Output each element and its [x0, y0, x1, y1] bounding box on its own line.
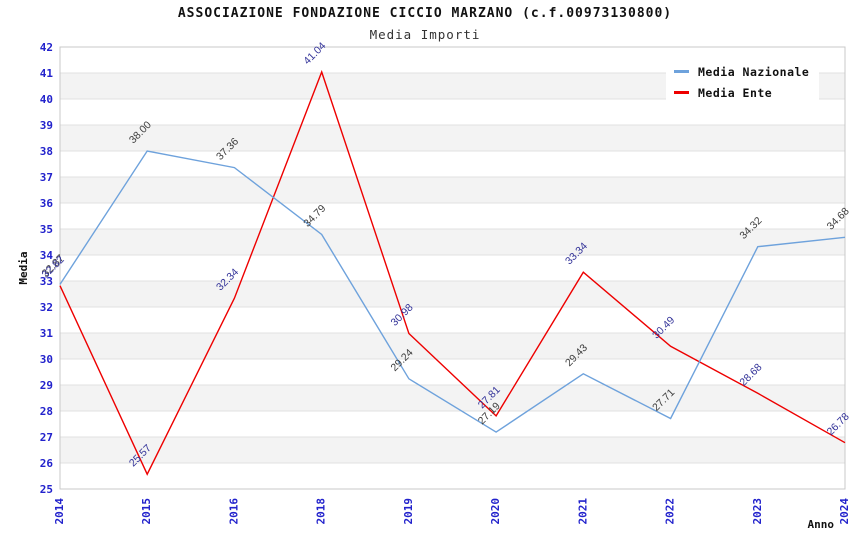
plot-band	[60, 229, 845, 255]
plot-band	[60, 151, 845, 177]
y-tick-label: 32	[40, 301, 53, 314]
y-tick-label: 39	[40, 119, 53, 132]
plot-band	[60, 385, 845, 411]
plot-border	[59, 46, 846, 490]
legend-swatch-icon	[674, 91, 689, 94]
plot-band	[60, 359, 845, 385]
legend-item-label: Media Nazionale	[698, 64, 810, 79]
y-tick-label: 41	[40, 67, 54, 80]
legend-swatch-icon	[674, 70, 689, 73]
y-axis-title: Media	[17, 251, 30, 284]
chart-title: ASSOCIAZIONE FONDAZIONE CICCIO MARZANO (…	[177, 6, 673, 21]
series-line-media-nazionale	[59, 150, 846, 433]
plot-band	[60, 333, 845, 359]
y-tick-label: 30	[40, 353, 53, 366]
y-tick-label: 29	[40, 379, 53, 392]
x-tick-label: 2021	[576, 498, 589, 525]
x-tick-label: 2024	[838, 498, 850, 525]
x-tick-label: 2015	[140, 498, 153, 525]
plot-band	[60, 437, 845, 463]
y-tick-label: 31	[40, 327, 54, 340]
y-tick-label: 33	[40, 275, 53, 288]
x-axis-title: Anno	[808, 518, 835, 531]
x-tick-label: 2018	[315, 498, 328, 525]
chart-subtitle: Media Importi	[369, 27, 481, 42]
legend-item-media-ente[interactable]: Media Ente	[674, 82, 809, 103]
y-tick-label: 38	[40, 145, 53, 158]
x-tick-label: 2019	[402, 498, 415, 525]
plot-band	[60, 463, 845, 489]
plot-band	[60, 177, 845, 203]
plot-band	[60, 125, 845, 151]
series-line-media-ente	[59, 69, 846, 476]
x-tick-label: 2014	[53, 498, 66, 525]
x-tick-label: 2020	[489, 498, 502, 525]
y-tick-label: 36	[40, 197, 54, 210]
y-tick-label: 28	[40, 405, 53, 418]
y-tick-label: 35	[40, 223, 53, 236]
plot-band	[60, 255, 845, 281]
x-tick-label: 2023	[751, 498, 764, 525]
plot-band	[60, 281, 845, 307]
y-tick-label: 40	[40, 93, 53, 106]
y-tick-label: 37	[40, 171, 53, 184]
legend-item-media-nazionale[interactable]: Media Nazionale	[674, 61, 809, 82]
y-tick-label: 42	[40, 41, 53, 54]
legend: Media Nazionale Media Ente	[666, 56, 820, 108]
y-tick-label: 34	[40, 249, 54, 262]
y-tick-label: 25	[40, 483, 53, 496]
y-tick-label: 27	[40, 431, 53, 444]
legend-item-label: Media Ente	[698, 85, 773, 100]
x-tick-label: 2016	[227, 498, 240, 525]
y-tick-label: 26	[40, 457, 54, 470]
plot-band	[60, 411, 845, 437]
plot-band	[60, 307, 845, 333]
x-tick-label: 2022	[664, 498, 677, 525]
plot-band	[60, 203, 845, 229]
